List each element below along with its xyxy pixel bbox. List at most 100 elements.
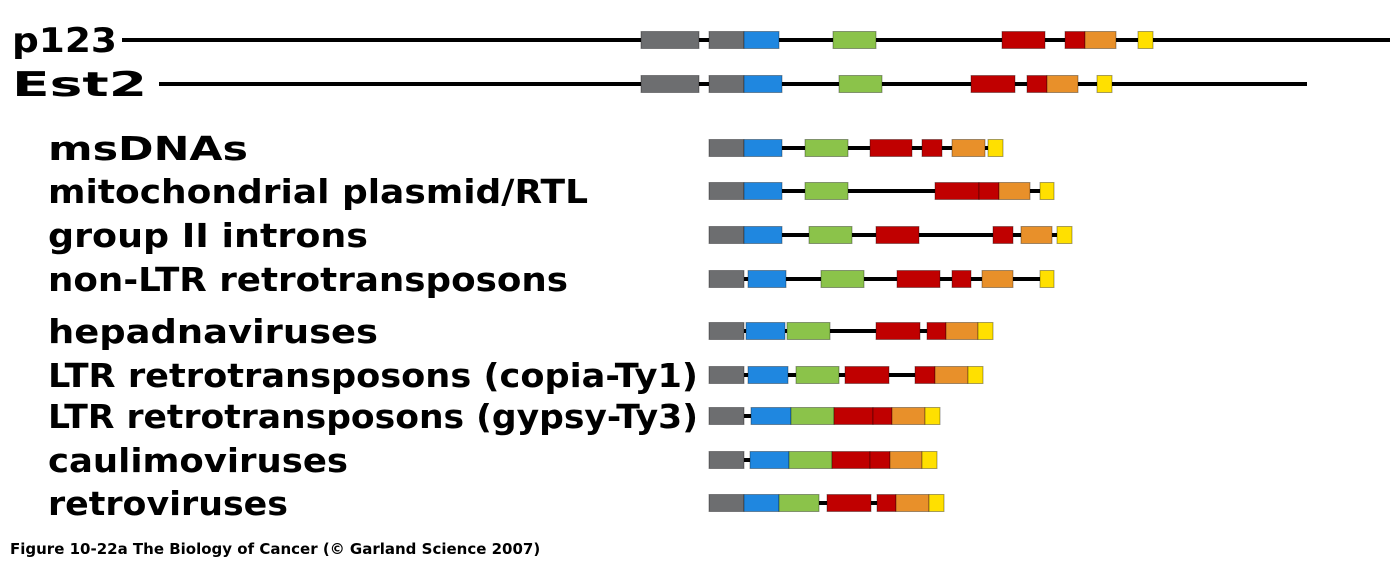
red-domain [875,322,921,340]
row-label: hepadnaviruses [48,312,378,351]
gray-domain [640,31,700,49]
gray-domain [640,75,700,93]
gray-domain [708,407,745,425]
row-retroviruses: retroviruses [48,484,945,523]
red-domain [872,407,893,425]
blue-domain [743,75,783,93]
orange-domain [945,322,979,340]
row-label: group II introns [48,216,368,255]
orange-domain [1020,226,1053,244]
gray-domain [708,366,745,384]
blue-domain [747,366,789,384]
yellow-domain [1056,226,1073,244]
red-domain [921,139,943,157]
red-domain [876,494,897,512]
green-domain [804,182,849,200]
gray-domain [708,182,745,200]
green-domain [838,75,883,93]
orange-domain [891,407,926,425]
yellow-domain [921,451,938,469]
red-domain [1001,31,1046,49]
gray-domain [708,139,745,157]
yellow-domain [1039,270,1055,288]
red-domain [926,322,947,340]
row-ltr-retrotransposons-gypsy-ty3: LTR retrotransposons (gypsy-Ty3) [48,397,941,436]
gray-domain [708,451,745,469]
red-domain [992,226,1014,244]
yellow-domain [924,407,941,425]
orange-domain [1084,31,1117,49]
row-label: LTR retrotransposons (copia-Ty1) [48,356,698,395]
yellow-domain [987,139,1004,157]
orange-domain [1046,75,1079,93]
row-label: p123 [12,21,117,61]
row-non-ltr-retrotransposons: non-LTR retrotransposons [48,260,1055,299]
yellow-domain [928,494,945,512]
blue-domain [749,451,790,469]
green-domain [832,31,877,49]
red-domain [826,494,872,512]
blue-domain [743,139,783,157]
yellow-domain [1096,75,1113,93]
green-domain [788,451,833,469]
green-domain [778,494,820,512]
orange-domain [934,366,969,384]
row-label: non-LTR retrotransposons [48,260,568,299]
green-domain [808,226,853,244]
red-domain [896,270,941,288]
blue-domain [745,322,786,340]
green-domain [790,407,835,425]
row-label: msDNAs [48,129,248,168]
orange-domain [998,182,1031,200]
orange-domain [889,451,923,469]
red-domain [869,451,891,469]
orange-domain [895,494,930,512]
row-label: retroviruses [48,484,288,523]
row-ltr-retrotransposons-copia-ty1: LTR retrotransposons (copia-Ty1) [48,356,984,395]
orange-domain [981,270,1014,288]
red-domain [951,270,972,288]
yellow-domain [1137,31,1154,49]
green-domain [795,366,840,384]
red-domain [1026,75,1048,93]
red-domain [934,182,980,200]
gray-domain [708,75,745,93]
blue-domain [743,494,780,512]
orange-domain [951,139,986,157]
gray-domain [708,270,745,288]
yellow-domain [967,366,984,384]
row-hepadnaviruses: hepadnaviruses [48,312,994,351]
red-domain [833,407,874,425]
gray-domain [708,322,745,340]
row-caulimoviruses: caulimoviruses [48,441,938,480]
green-domain [786,322,831,340]
red-domain [831,451,871,469]
blue-domain [743,226,783,244]
row-p123: p123 [12,21,1390,61]
gray-domain [708,226,745,244]
row-label: mitochondrial plasmid/RTL [48,172,588,211]
red-domain [914,366,936,384]
figure-caption: Figure 10-22a The Biology of Cancer (© G… [10,540,540,558]
yellow-domain [1039,182,1055,200]
row-group-ii-introns: group II introns [48,216,1073,255]
row-est2: Est2 [12,65,1307,105]
yellow-domain [977,322,994,340]
blue-domain [743,31,780,49]
gray-domain [708,494,745,512]
gray-domain [708,31,745,49]
row-label: Est2 [12,65,147,105]
green-domain [820,270,865,288]
red-domain [869,139,913,157]
red-domain [844,366,890,384]
red-domain [970,75,1016,93]
row-label: caulimoviruses [48,441,348,480]
red-domain [875,226,920,244]
blue-domain [743,182,783,200]
green-domain [804,139,849,157]
blue-domain [747,270,787,288]
row-msdnas: msDNAs [48,129,1004,168]
red-domain [1064,31,1086,49]
red-domain [978,182,1000,200]
